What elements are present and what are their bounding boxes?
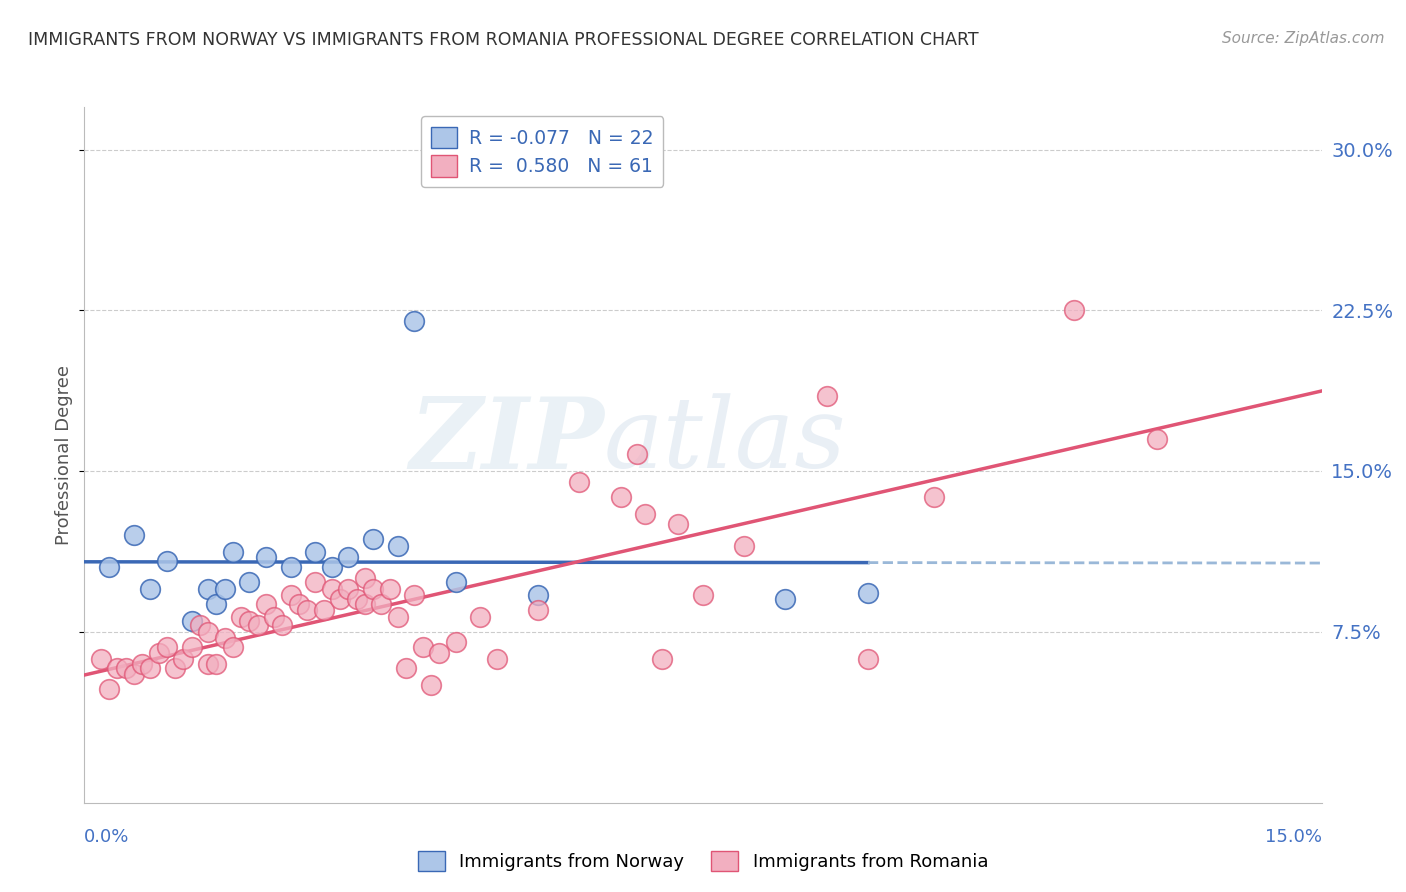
Point xyxy=(90,652,112,666)
Point xyxy=(246,618,269,632)
Point xyxy=(295,603,318,617)
Legend: R = -0.077   N = 22, R =  0.580   N = 61: R = -0.077 N = 22, R = 0.580 N = 61 xyxy=(420,117,664,187)
Point xyxy=(378,582,401,596)
Point xyxy=(288,597,311,611)
Point xyxy=(387,539,409,553)
Point xyxy=(321,582,343,596)
Point xyxy=(139,582,162,596)
Point xyxy=(148,646,170,660)
Point xyxy=(122,667,145,681)
Point xyxy=(922,490,945,504)
Point xyxy=(271,618,294,632)
Point xyxy=(205,597,228,611)
Point xyxy=(626,447,648,461)
Point xyxy=(280,560,302,574)
Point xyxy=(609,490,631,504)
Point xyxy=(361,533,384,547)
Point xyxy=(856,586,879,600)
Point xyxy=(180,640,202,654)
Point xyxy=(387,609,409,624)
Point xyxy=(666,517,689,532)
Point xyxy=(238,575,260,590)
Text: ZIP: ZIP xyxy=(409,392,605,489)
Point xyxy=(172,652,194,666)
Point xyxy=(205,657,228,671)
Point xyxy=(254,597,277,611)
Point xyxy=(470,609,492,624)
Point xyxy=(361,582,384,596)
Point xyxy=(165,661,187,675)
Point xyxy=(98,682,121,697)
Y-axis label: Professional Degree: Professional Degree xyxy=(55,365,73,545)
Point xyxy=(214,582,236,596)
Point xyxy=(485,652,508,666)
Point xyxy=(197,582,219,596)
Text: 15.0%: 15.0% xyxy=(1264,829,1322,847)
Point xyxy=(263,609,285,624)
Point xyxy=(337,549,360,564)
Point xyxy=(692,588,714,602)
Point xyxy=(304,575,326,590)
Point xyxy=(427,646,450,660)
Point xyxy=(188,618,211,632)
Point xyxy=(1146,432,1168,446)
Point xyxy=(229,609,252,624)
Point xyxy=(527,603,550,617)
Point xyxy=(139,661,162,675)
Point xyxy=(337,582,360,596)
Point xyxy=(775,592,797,607)
Point xyxy=(222,545,245,559)
Point xyxy=(404,588,426,602)
Point xyxy=(419,678,441,692)
Text: Source: ZipAtlas.com: Source: ZipAtlas.com xyxy=(1222,31,1385,46)
Point xyxy=(156,554,179,568)
Point xyxy=(651,652,673,666)
Point xyxy=(254,549,277,564)
Point xyxy=(222,640,245,654)
Point xyxy=(280,588,302,602)
Text: IMMIGRANTS FROM NORWAY VS IMMIGRANTS FROM ROMANIA PROFESSIONAL DEGREE CORRELATIO: IMMIGRANTS FROM NORWAY VS IMMIGRANTS FRO… xyxy=(28,31,979,49)
Point xyxy=(353,597,375,611)
Point xyxy=(370,597,392,611)
Point xyxy=(321,560,343,574)
Point xyxy=(815,389,838,403)
Point xyxy=(122,528,145,542)
Point xyxy=(404,314,426,328)
Point xyxy=(180,614,202,628)
Point xyxy=(1063,303,1085,318)
Point xyxy=(395,661,418,675)
Point xyxy=(312,603,335,617)
Point xyxy=(156,640,179,654)
Point xyxy=(238,614,260,628)
Point xyxy=(444,575,467,590)
Text: atlas: atlas xyxy=(605,393,846,489)
Point xyxy=(634,507,657,521)
Legend: Immigrants from Norway, Immigrants from Romania: Immigrants from Norway, Immigrants from … xyxy=(411,844,995,879)
Point xyxy=(105,661,128,675)
Point xyxy=(197,624,219,639)
Point xyxy=(412,640,434,654)
Point xyxy=(114,661,136,675)
Point xyxy=(329,592,352,607)
Point xyxy=(197,657,219,671)
Point xyxy=(444,635,467,649)
Point xyxy=(131,657,153,671)
Point xyxy=(568,475,591,489)
Point xyxy=(856,652,879,666)
Point xyxy=(214,631,236,645)
Text: 0.0%: 0.0% xyxy=(84,829,129,847)
Point xyxy=(346,592,368,607)
Point xyxy=(98,560,121,574)
Point xyxy=(304,545,326,559)
Point xyxy=(353,571,375,585)
Point xyxy=(527,588,550,602)
Point xyxy=(733,539,755,553)
